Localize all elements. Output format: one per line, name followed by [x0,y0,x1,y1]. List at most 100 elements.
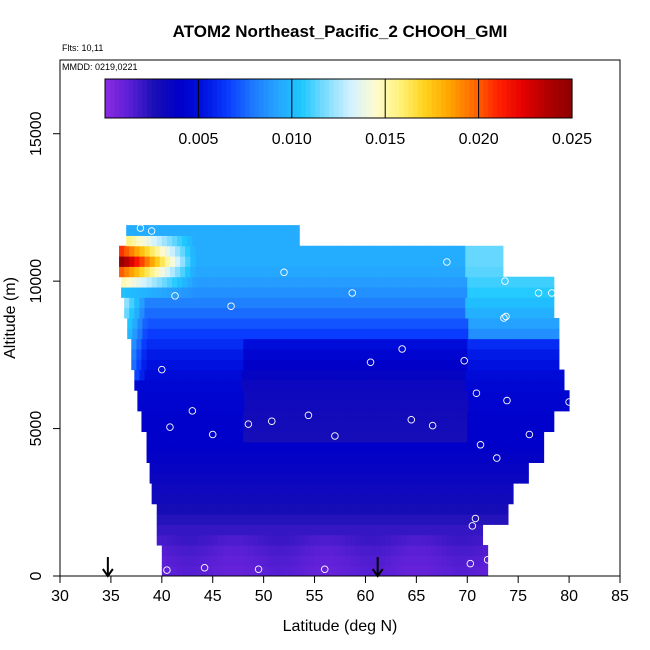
heatmap-cell [172,235,178,247]
colorbar-segment [413,79,419,118]
heatmap-cell [234,390,240,402]
heatmap-cell [266,256,273,267]
heatmap-cell [358,266,364,278]
heatmap-cell [249,328,255,340]
heatmap-cell [416,421,422,433]
heatmap-cell [243,534,249,546]
heatmap-cell [192,493,198,505]
heatmap-cell [475,379,482,391]
heatmap-cell [500,256,504,267]
heatmap-cell [312,369,319,381]
heatmap-cell [485,307,492,319]
heatmap-cell [375,452,382,463]
heatmap-cell [203,328,210,340]
heatmap-cell [334,410,341,422]
heatmap-cell [192,338,198,350]
heatmap-cell [337,369,344,381]
heatmap-cell [149,256,156,267]
heatmap-cell [546,297,553,309]
heatmap-cell [363,379,370,391]
colorbar-segment [557,79,564,118]
heatmap-cell [505,472,512,484]
colorbar: 0.005 0.010 0.015 0.020 0.025 [104,78,592,148]
heatmap-cell [390,524,397,536]
heatmap-cell [350,410,356,422]
heatmap-cell [475,266,482,278]
heatmap-cell [299,503,305,515]
heatmap-cell [182,348,188,360]
heatmap-cell [217,483,224,494]
heatmap-cell [161,276,168,288]
heatmap-cell [513,410,519,422]
heatmap-cell [182,421,188,433]
heatmap-cell [534,328,541,340]
heatmap-cell [399,297,405,309]
heatmap-cell [273,514,280,525]
heatmap-cell [391,390,398,402]
heatmap-cell [129,297,135,309]
heatmap-cell [390,545,397,556]
heatmap-cell [554,390,561,402]
heatmap-cell [334,524,341,536]
heatmap-cell [134,245,140,257]
heatmap-cell [411,534,417,546]
heatmap-cell [518,348,524,360]
heatmap-cell [243,555,249,567]
heatmap-cell [404,369,410,381]
heatmap-cell [268,545,275,556]
heatmap-cell [281,245,288,257]
heatmap-cell [198,400,205,412]
heatmap-cell [348,462,354,474]
heatmap-cell [457,421,463,433]
heatmap-cell [383,297,390,309]
heatmap-cell [401,276,407,288]
heatmap-cell [166,287,173,298]
heatmap-cell [284,452,290,463]
heatmap-cell [284,338,290,350]
heatmap-cell [251,297,258,309]
heatmap-cell [371,328,378,340]
heatmap-cell [253,359,260,371]
heatmap-cell [287,379,293,391]
heatmap-cell [238,421,244,433]
heatmap-cell [329,421,336,433]
heatmap-cell [256,307,263,319]
heatmap-cell [192,565,198,577]
heatmap-cell [183,328,189,340]
heatmap-cell [447,318,454,329]
heatmap-cell [127,328,133,340]
heatmap-cell [243,431,249,443]
heatmap-cell [273,493,280,505]
heatmap-cell [538,338,545,350]
heatmap-cell [424,472,431,484]
heatmap-cell [273,235,280,247]
flight-track-point [331,432,339,440]
heatmap-cell [502,338,509,350]
heatmap-cell [559,390,566,402]
heatmap-cell [518,410,524,422]
heatmap-cell [278,225,285,236]
heatmap-cell [455,307,461,319]
heatmap-cell [167,328,174,340]
heatmap-cell [490,307,497,319]
heatmap-cell [225,379,232,391]
heatmap-cell [141,359,148,371]
heatmap-cell [217,348,224,360]
heatmap-cell [355,452,361,463]
heatmap-cell [401,431,407,443]
heatmap-cell [409,462,415,474]
heatmap-cell [207,338,214,350]
heatmap-cell [427,400,434,412]
heatmap-cell [241,379,247,391]
heatmap-cell [263,410,270,422]
heatmap-cell [231,297,237,309]
heatmap-cell [195,307,202,319]
heatmap-cell [378,307,385,319]
heatmap-cell [335,400,342,412]
heatmap-cell [441,493,448,505]
heatmap-cell [416,483,422,494]
heatmap-cell [172,514,178,525]
heatmap-cell [197,555,204,567]
heatmap-cell [401,421,407,433]
heatmap-cell [129,307,135,319]
